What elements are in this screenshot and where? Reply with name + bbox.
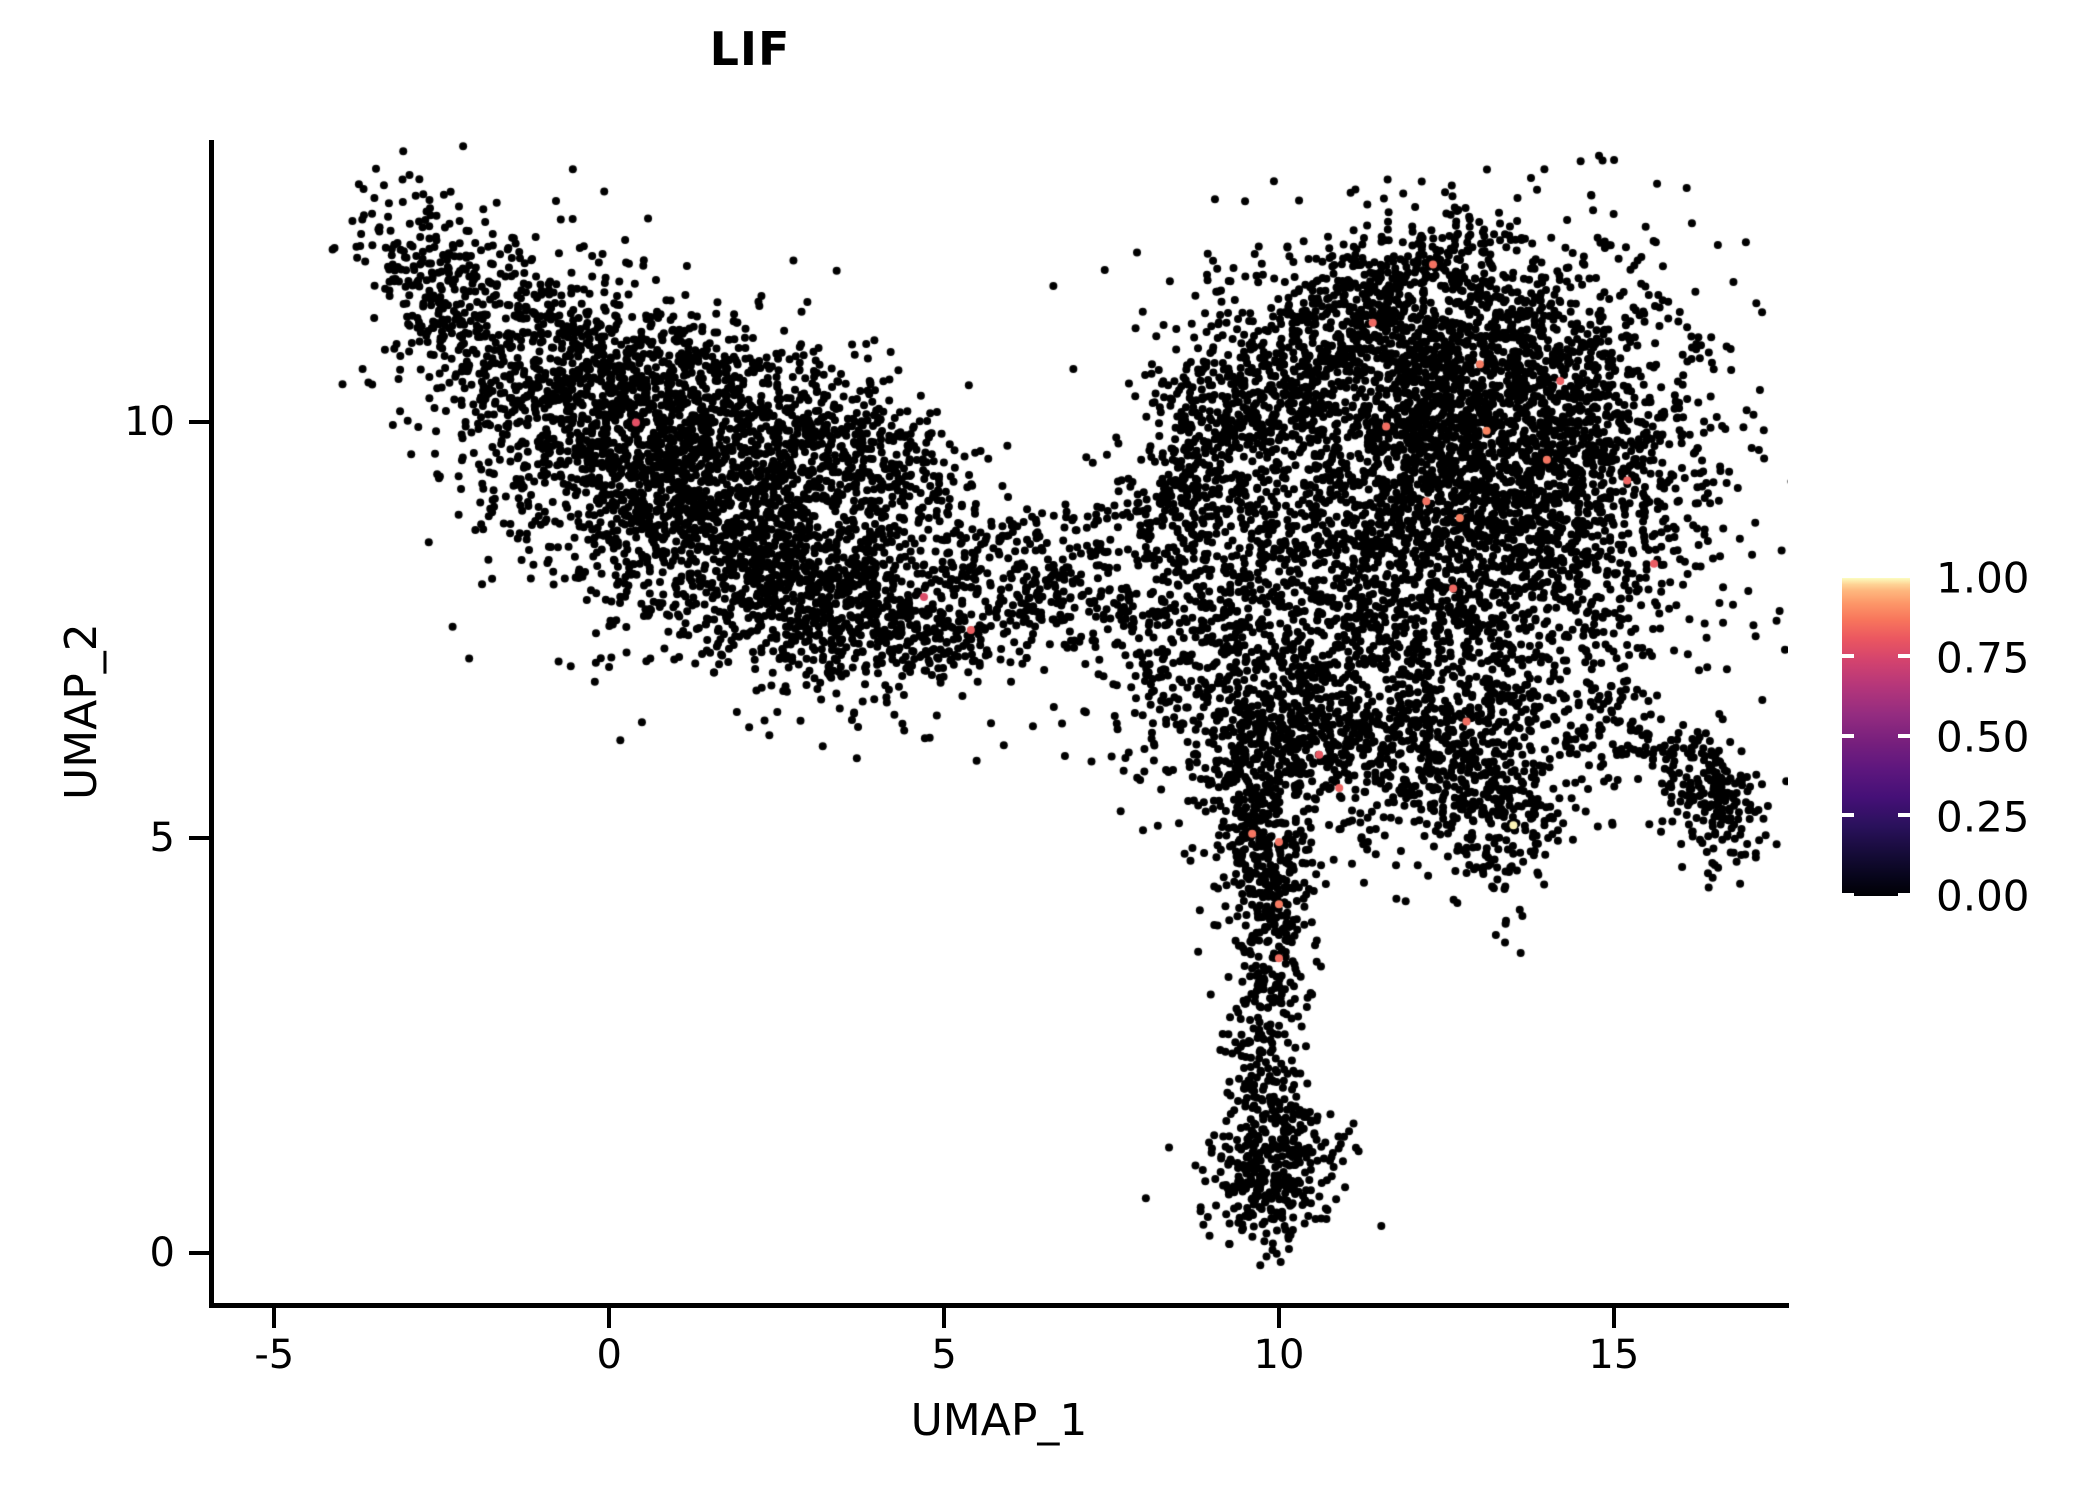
x-tick-mark: [607, 1308, 612, 1328]
x-tick-mark: [1276, 1308, 1281, 1328]
x-tick-label: 10: [1253, 1332, 1305, 1378]
colorbar-tick-label: 0.00: [1936, 871, 2030, 921]
page-title: LIF: [709, 22, 791, 76]
x-tick-mark: [272, 1308, 277, 1328]
x-tick-mark: [1611, 1308, 1616, 1328]
colorbar-gradient: [1842, 578, 1910, 897]
x-axis-spine: [209, 1303, 1789, 1308]
y-tick-mark: [189, 835, 209, 840]
colorbar-tick-label: 0.25: [1936, 792, 2030, 841]
x-tick-label: 0: [596, 1332, 622, 1378]
x-tick-mark: [942, 1308, 947, 1328]
y-axis-title: UMAP_2: [56, 623, 107, 800]
y-tick-mark: [189, 1251, 209, 1256]
colorbar-tick-label: 0.50: [1936, 712, 2030, 762]
scatter-plot-area: [214, 140, 1788, 1303]
y-tick-label: 10: [124, 399, 175, 446]
scatter-points-canvas: [214, 140, 1788, 1303]
colorbar-tick-label: 1.00: [1936, 553, 2030, 603]
x-tick-label: 5: [931, 1332, 957, 1378]
x-axis-title: UMAP_1: [910, 1395, 1088, 1446]
y-tick-mark: [189, 420, 209, 425]
x-tick-label: -5: [254, 1332, 295, 1378]
colorbar-tick-label: 0.75: [1936, 633, 2030, 682]
y-tick-label: 5: [149, 814, 175, 861]
y-tick-label: 0: [149, 1230, 175, 1277]
y-axis-spine: [209, 140, 214, 1308]
x-tick-label: 15: [1588, 1332, 1640, 1378]
